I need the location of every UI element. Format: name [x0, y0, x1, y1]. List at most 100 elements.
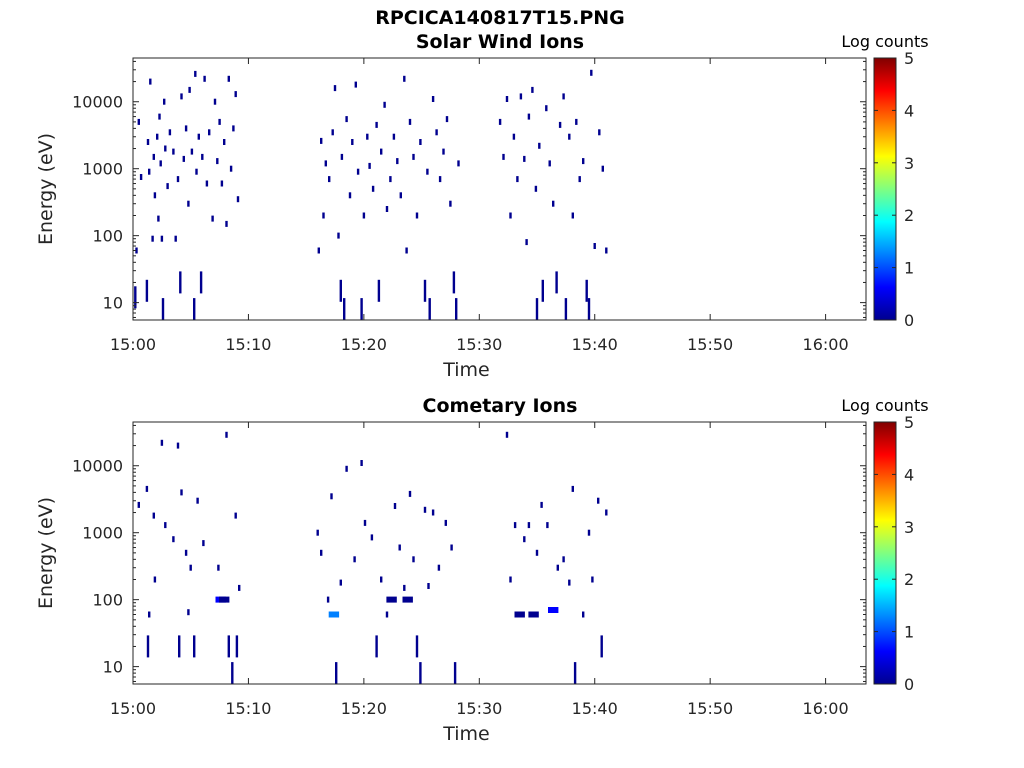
data-cell — [161, 298, 165, 321]
data-cell — [531, 86, 534, 93]
data-cell — [337, 232, 340, 239]
data-cell — [193, 298, 196, 321]
data-cell — [412, 556, 415, 563]
panel-title: Solar Wind Ions — [416, 31, 584, 53]
data-cell — [535, 549, 539, 556]
data-cell — [227, 75, 230, 82]
data-cell — [317, 247, 320, 254]
data-cell — [408, 118, 412, 125]
data-cell — [513, 522, 517, 529]
data-cell — [505, 96, 509, 102]
data-cell — [525, 239, 528, 246]
data-cell — [509, 576, 512, 583]
data-cell — [184, 549, 188, 556]
data-cell — [180, 489, 183, 496]
data-cell — [590, 69, 593, 76]
data-cell — [498, 118, 502, 125]
data-cell — [437, 564, 441, 571]
data-cell — [535, 298, 539, 321]
y-tick-label: 1000 — [82, 160, 123, 179]
data-cell — [423, 279, 427, 302]
data-cell — [587, 529, 591, 536]
panel-title: Cometary Ions — [423, 395, 578, 417]
data-cell — [339, 579, 342, 586]
colorbar-tick-label: 4 — [904, 465, 914, 484]
data-cell — [541, 279, 544, 302]
y-tick-label: 10000 — [72, 93, 123, 112]
data-cell — [423, 506, 427, 513]
data-cell — [514, 611, 525, 618]
data-cell — [189, 564, 192, 571]
data-cell — [385, 611, 389, 618]
data-cell — [328, 611, 340, 618]
data-cell — [195, 168, 198, 175]
data-cell — [380, 148, 383, 155]
x-tick-label: 15:40 — [572, 699, 618, 718]
data-cell — [137, 501, 140, 508]
y-tick-label: 100 — [92, 227, 123, 246]
y-tick-label: 10 — [103, 294, 123, 313]
data-cell — [159, 160, 162, 167]
data-cell — [366, 133, 369, 140]
colorbar-title: Log counts — [841, 396, 928, 415]
data-cell — [371, 185, 375, 192]
data-cell — [505, 431, 509, 438]
data-cell — [523, 536, 526, 543]
x-tick-label: 15:40 — [572, 335, 618, 354]
data-cell — [223, 139, 226, 145]
data-cell — [431, 509, 435, 516]
data-cell — [516, 176, 519, 183]
data-cell — [229, 165, 233, 172]
data-cell — [199, 271, 203, 294]
data-cell — [375, 635, 378, 658]
data-cell — [582, 611, 585, 618]
data-cell — [449, 200, 452, 207]
data-cell — [135, 247, 138, 254]
data-cell — [340, 153, 344, 160]
data-cell — [415, 212, 419, 219]
data-cell — [502, 153, 505, 160]
plot-area — [133, 58, 866, 320]
y-axis-label: Energy (eV) — [35, 497, 57, 609]
data-cell — [345, 116, 348, 123]
data-cell — [188, 86, 191, 93]
data-cell — [208, 129, 211, 136]
data-cell — [164, 522, 167, 529]
data-cell — [354, 81, 357, 88]
data-cell — [163, 98, 166, 105]
data-cell — [593, 243, 596, 249]
data-cell — [556, 564, 559, 571]
data-cell — [168, 129, 172, 136]
data-cell — [166, 183, 169, 190]
data-cell — [558, 121, 562, 128]
data-cell — [137, 118, 140, 125]
data-cell — [545, 105, 548, 112]
data-cell — [227, 635, 230, 658]
data-cell — [405, 247, 408, 254]
y-tick-label: 100 — [92, 591, 123, 610]
data-cell — [216, 158, 219, 165]
data-cell — [328, 176, 331, 183]
data-cell — [360, 298, 363, 321]
data-cell — [377, 279, 381, 302]
data-cell — [389, 176, 392, 183]
data-cell — [509, 212, 512, 219]
data-cell — [438, 176, 442, 183]
colorbar-title: Log counts — [841, 32, 928, 51]
data-cell — [368, 162, 371, 169]
data-cell — [396, 158, 399, 165]
data-cell — [145, 279, 149, 302]
data-cell — [591, 576, 594, 583]
data-cell — [403, 75, 406, 82]
data-cell — [217, 564, 220, 571]
data-cell — [148, 611, 151, 618]
data-cell — [134, 286, 137, 309]
data-cell — [512, 133, 516, 140]
data-cell — [211, 215, 214, 222]
data-cell — [320, 549, 323, 556]
data-cell — [213, 98, 217, 105]
data-cell — [455, 298, 458, 321]
data-cell — [587, 298, 591, 321]
data-cell — [370, 534, 374, 541]
colorbar — [873, 421, 897, 685]
